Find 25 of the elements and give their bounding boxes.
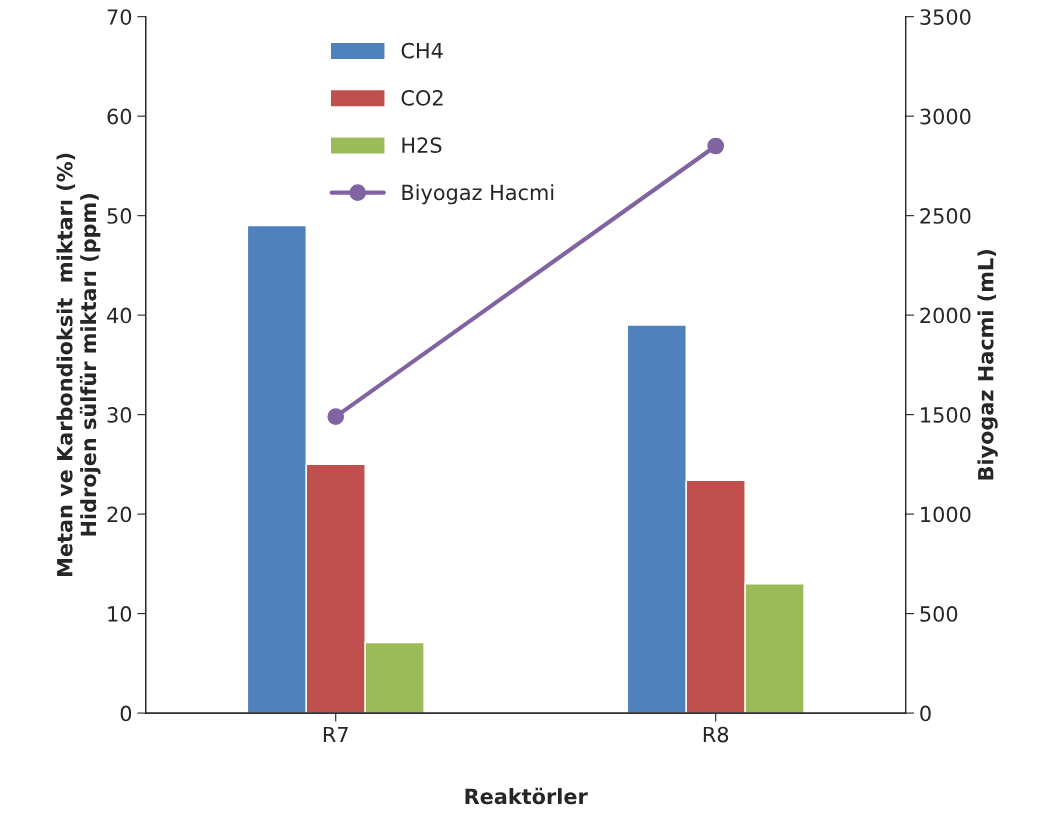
- y2-tick-label: 2500: [920, 208, 971, 224]
- y2-tick-label: 3500: [920, 9, 971, 25]
- x-tick-label: R7: [323, 726, 348, 743]
- y-tick-label: 20: [107, 506, 132, 523]
- legend-label: CH4: [401, 42, 443, 59]
- y-tick-label: 10: [108, 606, 132, 622]
- x-axis-title: Reaktörler: [465, 787, 588, 805]
- y-tick-label: 40: [107, 307, 132, 324]
- x-tick-label: R8: [703, 726, 729, 743]
- legend-label: H2S: [402, 137, 442, 154]
- y2-tick-label: 500: [920, 606, 958, 622]
- y2-tick-label: 2000: [920, 307, 971, 324]
- y-tick-label: 30: [107, 407, 132, 423]
- y2-tick-label: 0: [920, 705, 931, 722]
- y-tick-label: 50: [107, 208, 132, 224]
- y-tick-label: 70: [107, 9, 132, 25]
- y-tick-label: 0: [120, 705, 132, 722]
- y2-tick-label: 1000: [921, 506, 971, 523]
- y2-tick-label: 1500: [921, 407, 971, 423]
- y2-axis-title: Biyogaz Hacmi (mL): [977, 250, 998, 480]
- y2-tick-label: 3000: [920, 108, 971, 125]
- legend-label: Biyogaz Hacmi: [402, 184, 554, 205]
- y-tick-label: 60: [107, 108, 132, 125]
- y-axis-title: Metan ve Karbondioksit miktarı (%) Hidrojen sülfür miktarı (ppm): [56, 153, 101, 576]
- legend-label: CO2: [401, 90, 443, 106]
